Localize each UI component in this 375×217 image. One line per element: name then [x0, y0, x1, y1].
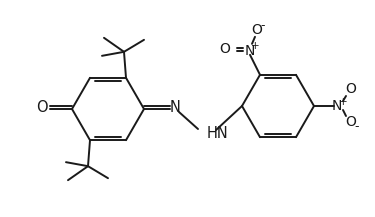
- Text: +: +: [251, 41, 260, 51]
- Text: O: O: [220, 42, 230, 56]
- Text: O: O: [346, 115, 356, 129]
- Text: O: O: [252, 23, 262, 37]
- Text: N: N: [245, 44, 255, 58]
- Text: +: +: [339, 97, 347, 107]
- Text: N: N: [170, 100, 180, 115]
- Text: HN: HN: [207, 125, 229, 140]
- Text: -: -: [355, 120, 359, 133]
- Text: O: O: [36, 100, 48, 115]
- Text: -: -: [261, 19, 265, 32]
- Text: O: O: [346, 82, 356, 96]
- Text: N: N: [332, 99, 342, 113]
